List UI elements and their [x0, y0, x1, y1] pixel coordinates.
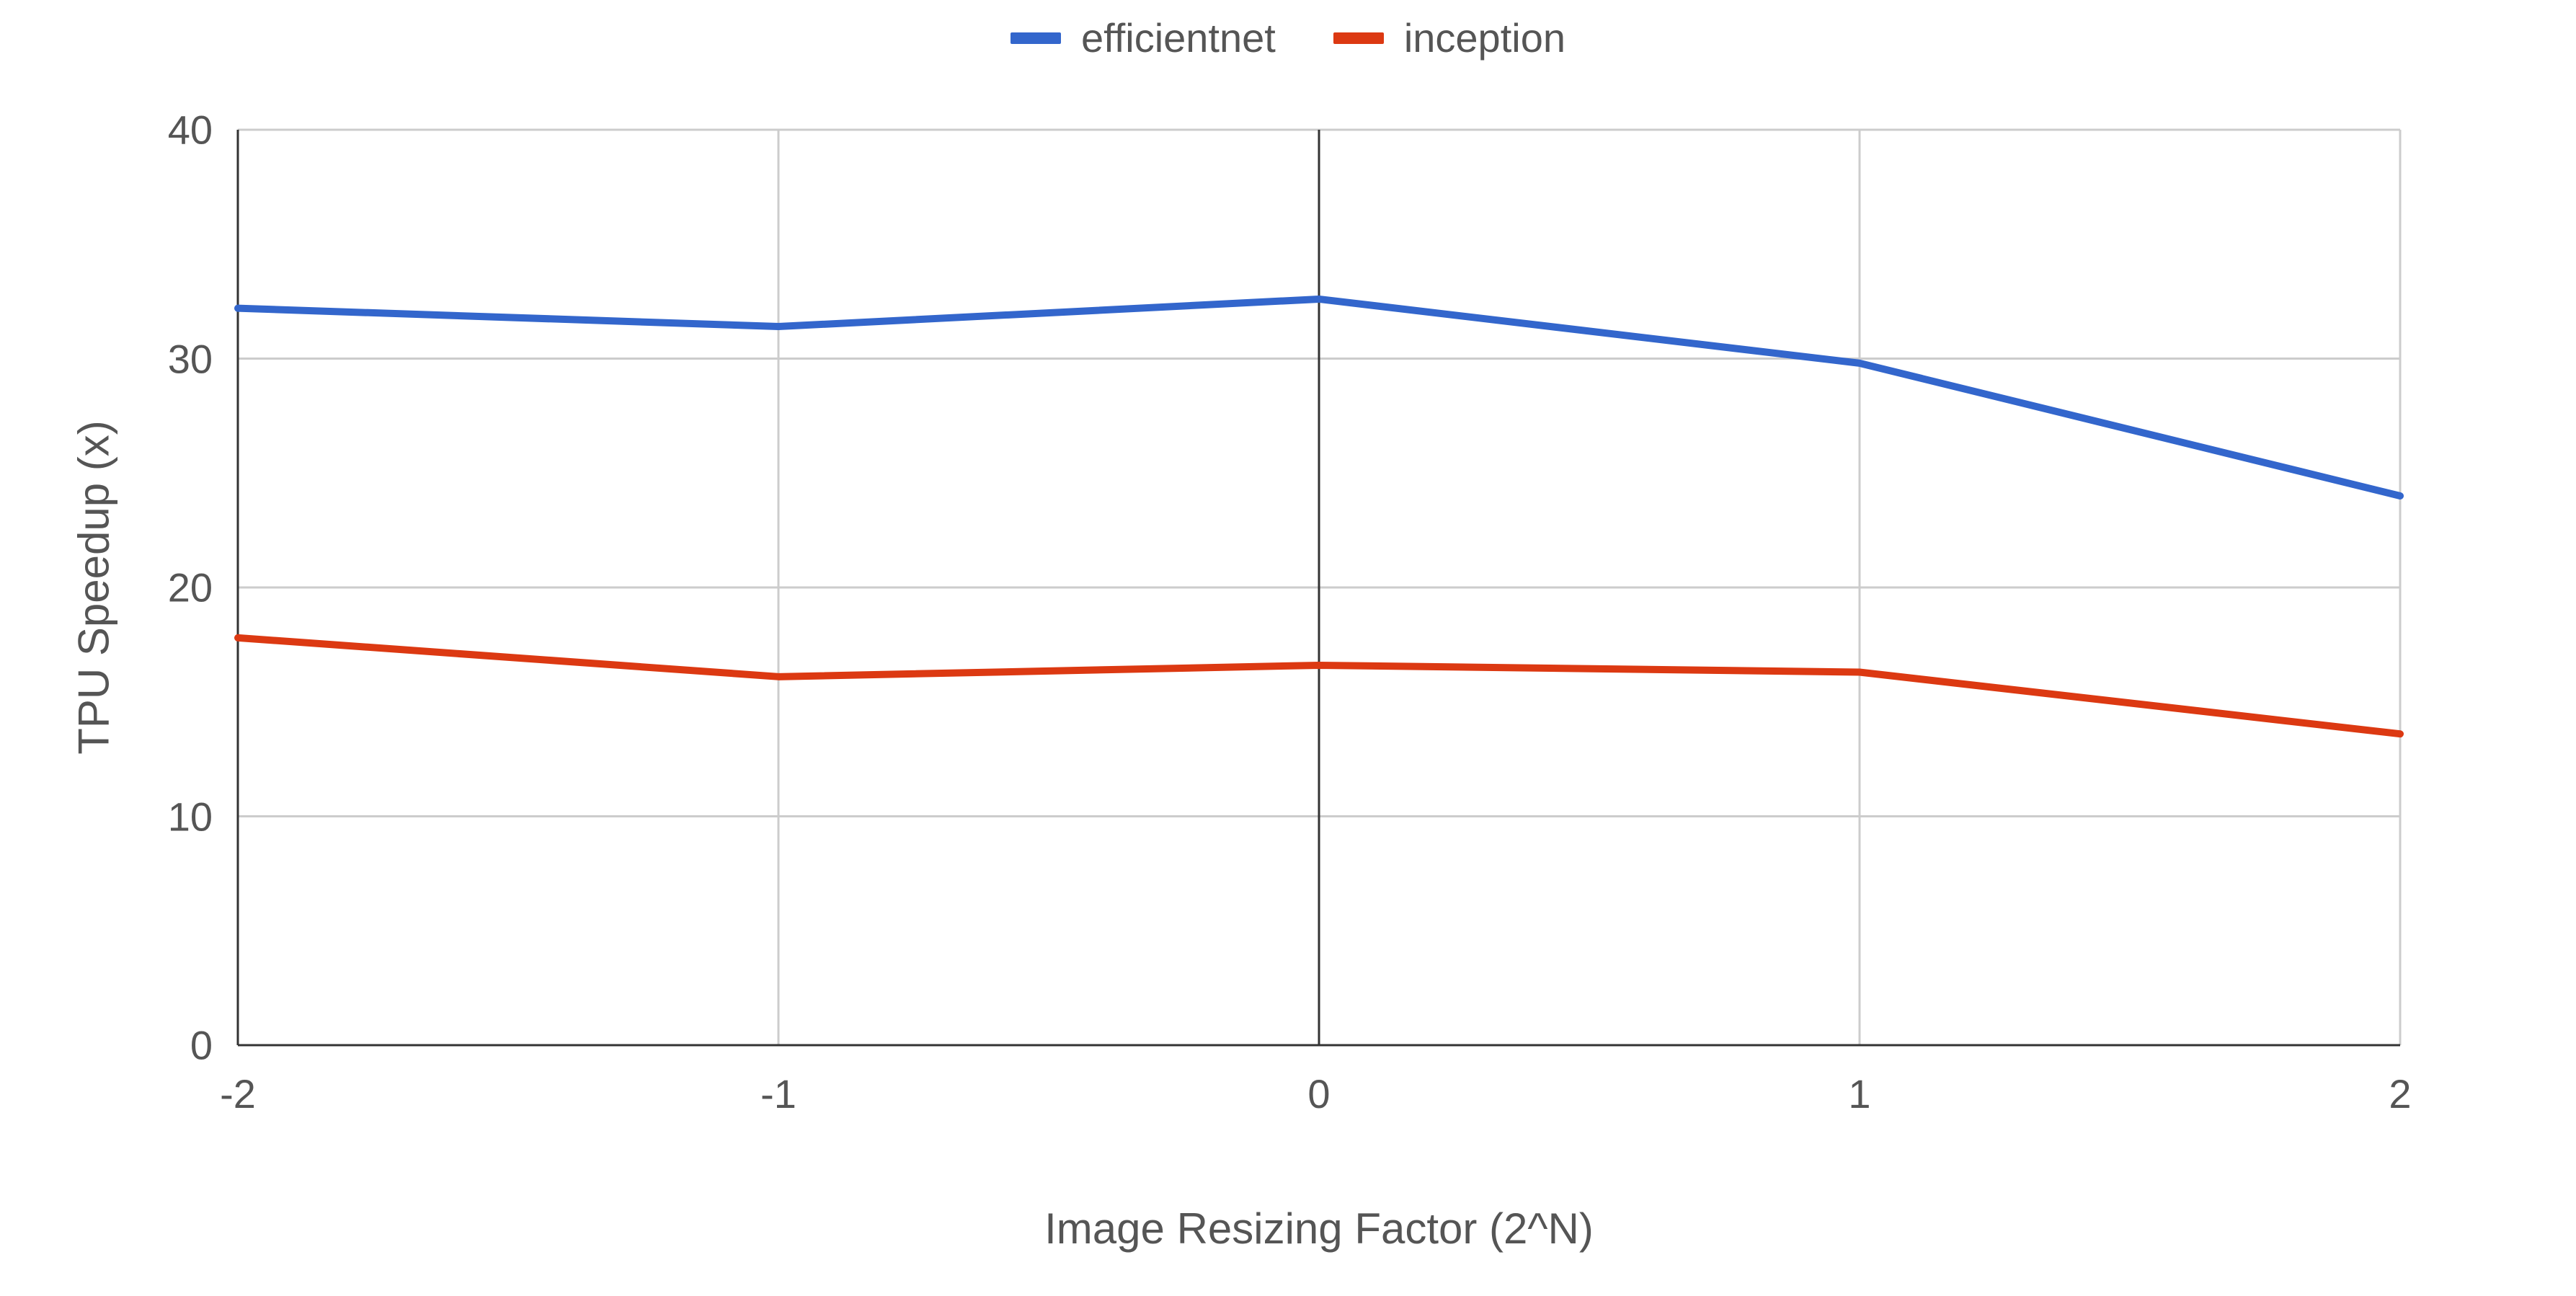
y-tick-label: 0 [190, 1022, 213, 1069]
plot-svg [238, 130, 2400, 1045]
legend-label: inception [1404, 14, 1565, 61]
legend-item: inception [1333, 14, 1565, 61]
legend-swatch [1011, 32, 1061, 44]
y-tick-label: 20 [168, 564, 213, 611]
y-tick-label: 10 [168, 793, 213, 840]
x-tick-label: 2 [2389, 1070, 2411, 1117]
x-tick-label: 1 [1848, 1070, 1870, 1117]
x-tick-label: 0 [1307, 1070, 1330, 1117]
plot-area [238, 130, 2400, 1045]
chart-container: efficientnet inception TPU Speedup (x) Im… [0, 0, 2576, 1296]
legend-item: efficientnet [1011, 14, 1276, 61]
legend-swatch [1333, 32, 1384, 44]
x-tick-label: -1 [760, 1070, 796, 1117]
x-tick-label: -2 [220, 1070, 256, 1117]
y-axis-label: TPU Speedup (x) [69, 420, 119, 755]
x-axis-label: Image Resizing Factor (2^N) [1044, 1204, 1594, 1253]
legend-label: efficientnet [1081, 14, 1276, 61]
y-tick-label: 30 [168, 335, 213, 382]
y-tick-label: 40 [168, 107, 213, 154]
legend: efficientnet inception [0, 14, 2576, 61]
